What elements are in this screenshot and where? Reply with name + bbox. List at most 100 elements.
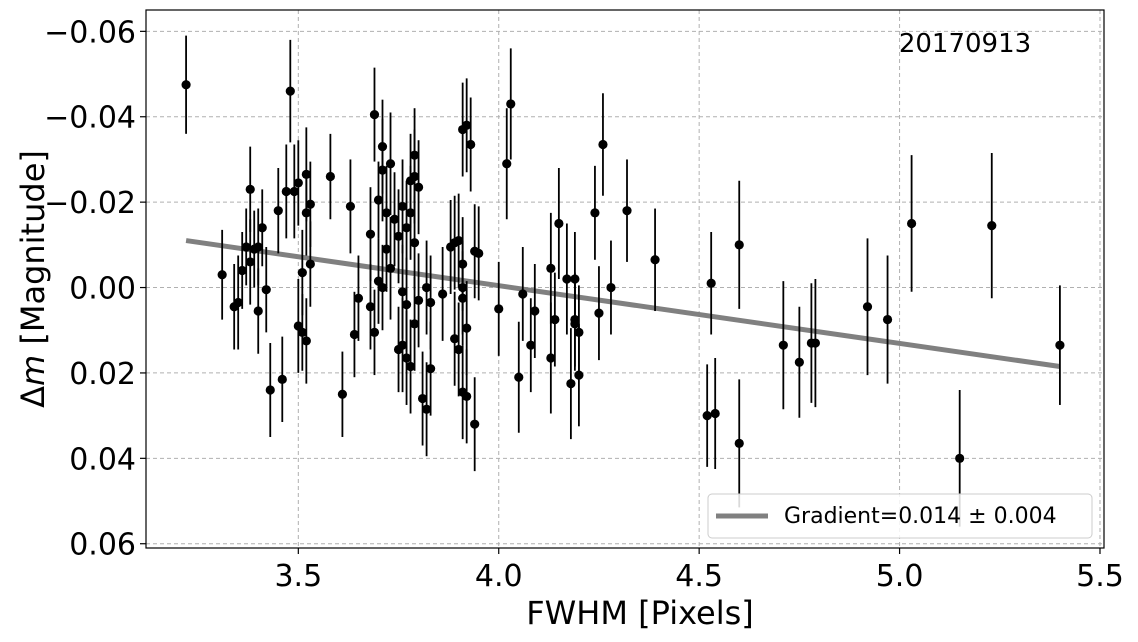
data-marker <box>373 195 384 205</box>
data-marker <box>1055 340 1065 350</box>
data-marker <box>466 139 476 150</box>
data-marker <box>397 201 408 212</box>
data-point <box>550 272 560 367</box>
data-marker <box>518 289 528 299</box>
y-tick-label: −0.04 <box>44 101 136 136</box>
data-marker <box>955 453 965 463</box>
x-axis: 3.5 4.0 4.5 5.0 5.5 <box>274 548 1124 594</box>
data-marker <box>702 411 712 421</box>
data-point <box>987 153 997 299</box>
data-point <box>409 195 420 290</box>
data-point <box>305 161 315 247</box>
data-point <box>862 238 873 376</box>
legend: Gradient=0.014 ± 0.004 <box>707 493 1093 539</box>
data-marker <box>217 270 227 280</box>
data-marker <box>514 372 524 382</box>
data-point <box>365 187 376 282</box>
data-point <box>377 118 388 222</box>
fit-layer <box>185 238 1061 370</box>
data-marker <box>253 242 263 252</box>
data-marker <box>369 110 380 120</box>
data-point <box>257 189 267 267</box>
data-marker <box>550 314 560 325</box>
data-point <box>906 155 917 292</box>
data-point <box>454 302 464 397</box>
data-point <box>450 291 460 386</box>
x-axis-label: FWHM [Pixels] <box>526 594 754 632</box>
data-point <box>514 321 524 433</box>
data-marker <box>289 186 299 197</box>
data-marker <box>425 297 436 308</box>
data-point <box>546 212 556 324</box>
data-marker <box>462 120 472 130</box>
data-marker <box>882 314 893 325</box>
data-point <box>882 255 893 384</box>
data-marker <box>574 370 584 380</box>
y-axis-label-rest: [Magnitude] <box>14 150 52 355</box>
data-marker <box>566 379 576 389</box>
data-marker <box>365 302 376 312</box>
data-point <box>385 112 396 215</box>
data-point <box>562 223 572 335</box>
points-layer <box>181 35 1065 527</box>
data-marker <box>261 285 271 295</box>
data-point <box>397 159 408 254</box>
data-marker <box>409 150 420 160</box>
data-point <box>397 244 408 339</box>
data-point <box>566 328 576 440</box>
data-marker <box>237 265 247 276</box>
data-point <box>377 244 388 331</box>
data-marker <box>401 300 412 310</box>
data-point <box>421 240 432 335</box>
data-marker <box>502 159 512 169</box>
data-point <box>245 219 255 305</box>
data-marker <box>277 374 287 384</box>
data-marker <box>233 297 243 308</box>
data-point <box>409 276 420 371</box>
data-marker <box>181 80 191 90</box>
data-marker <box>606 282 616 293</box>
y-tick-label: 0.04 <box>69 442 136 477</box>
data-point <box>526 298 536 393</box>
data-marker <box>397 287 408 297</box>
data-marker <box>281 186 291 197</box>
data-marker <box>590 208 600 218</box>
data-marker <box>462 391 472 402</box>
y-tick-label: 0.02 <box>69 357 136 392</box>
data-marker <box>413 295 424 305</box>
data-marker <box>397 340 408 350</box>
data-marker <box>413 182 424 192</box>
data-marker <box>401 223 412 233</box>
data-marker <box>778 340 788 350</box>
data-marker <box>385 263 396 273</box>
data-point <box>606 240 616 335</box>
data-point <box>594 266 604 361</box>
data-point <box>494 261 504 356</box>
data-marker <box>987 221 997 231</box>
data-point <box>734 379 744 508</box>
data-marker <box>454 235 464 246</box>
data-point <box>734 180 744 309</box>
data-point <box>245 146 255 233</box>
data-point <box>273 167 283 254</box>
data-marker <box>794 357 804 367</box>
data-marker <box>337 389 348 399</box>
data-marker <box>365 229 376 239</box>
data-marker <box>377 282 388 293</box>
data-marker <box>570 319 580 329</box>
fit-line <box>185 238 1061 370</box>
data-point <box>458 217 468 312</box>
data-point <box>293 140 303 226</box>
y-axis-label-symbol: Δ <box>14 386 52 408</box>
data-point <box>570 276 580 371</box>
data-point <box>373 161 384 239</box>
data-point <box>574 323 584 427</box>
data-marker <box>710 408 720 419</box>
y-tick-label: 0.06 <box>69 528 136 563</box>
data-marker <box>265 385 275 395</box>
data-marker <box>353 293 364 303</box>
grid-layer <box>146 10 1104 548</box>
y-tick-label: 0.00 <box>69 272 136 307</box>
data-marker <box>409 319 420 329</box>
data-point <box>241 208 251 286</box>
